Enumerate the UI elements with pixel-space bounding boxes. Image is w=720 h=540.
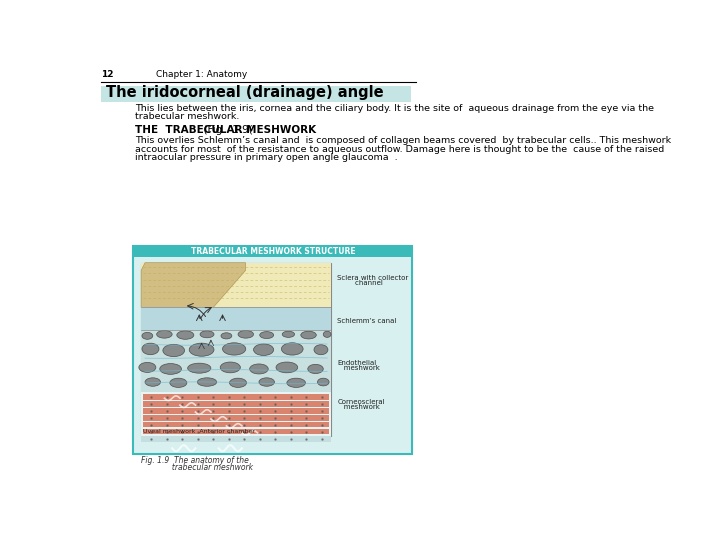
Bar xyxy=(133,246,413,256)
Ellipse shape xyxy=(307,364,323,374)
Text: Corneoscleral: Corneoscleral xyxy=(337,399,385,404)
Bar xyxy=(141,330,331,392)
Text: (Fig.  1.9(: (Fig. 1.9( xyxy=(197,125,253,134)
Bar xyxy=(141,436,331,442)
Bar xyxy=(143,415,329,421)
Text: Sclera with collector: Sclera with collector xyxy=(337,275,408,281)
Ellipse shape xyxy=(282,331,294,338)
Ellipse shape xyxy=(276,362,297,373)
Bar xyxy=(141,262,331,436)
Ellipse shape xyxy=(230,378,246,387)
Text: This lies between the iris, cornea and the ciliary body. It is the site of  aque: This lies between the iris, cornea and t… xyxy=(135,104,654,113)
Text: Chapter 1: Anatomy: Chapter 1: Anatomy xyxy=(156,70,247,79)
Bar xyxy=(143,436,329,441)
Ellipse shape xyxy=(200,331,214,338)
Bar xyxy=(133,246,413,454)
Bar xyxy=(101,86,411,102)
Ellipse shape xyxy=(160,363,181,374)
Text: The iridocorneal (drainage) angle: The iridocorneal (drainage) angle xyxy=(106,85,383,100)
Ellipse shape xyxy=(197,378,217,386)
Text: trabecular meshwork.: trabecular meshwork. xyxy=(135,112,239,122)
Ellipse shape xyxy=(250,364,269,374)
Bar xyxy=(143,429,329,434)
Text: meshwork: meshwork xyxy=(337,366,380,372)
Bar xyxy=(143,394,329,400)
Bar xyxy=(141,262,331,307)
Text: channel: channel xyxy=(337,280,383,286)
Ellipse shape xyxy=(220,362,240,373)
Ellipse shape xyxy=(323,331,331,338)
Ellipse shape xyxy=(287,378,305,387)
Text: THE  TRABECULAR MESHWORK: THE TRABECULAR MESHWORK xyxy=(135,125,316,134)
Bar xyxy=(143,422,329,428)
Text: TRABECULAR MESHWORK STRUCTURE: TRABECULAR MESHWORK STRUCTURE xyxy=(191,247,355,256)
Text: Endothelial: Endothelial xyxy=(337,360,377,366)
Bar xyxy=(141,307,331,330)
Ellipse shape xyxy=(222,343,246,355)
Text: intraocular pressure in primary open angle glaucoma  .: intraocular pressure in primary open ang… xyxy=(135,153,397,163)
Ellipse shape xyxy=(318,378,329,386)
Ellipse shape xyxy=(177,331,194,339)
Bar xyxy=(143,401,329,407)
Ellipse shape xyxy=(145,378,161,386)
Ellipse shape xyxy=(170,378,187,387)
Ellipse shape xyxy=(157,330,172,338)
Ellipse shape xyxy=(314,345,328,355)
Text: This overlies Schlemm’s canal and  is composed of collagen beams covered  by tra: This overlies Schlemm’s canal and is com… xyxy=(135,136,671,145)
Ellipse shape xyxy=(163,345,184,356)
Text: meshwork: meshwork xyxy=(337,404,380,410)
Text: Schlemm’s canal: Schlemm’s canal xyxy=(337,318,397,324)
Ellipse shape xyxy=(253,344,274,355)
Ellipse shape xyxy=(142,343,159,355)
Ellipse shape xyxy=(221,333,232,339)
Bar xyxy=(141,392,331,442)
Bar xyxy=(143,408,329,414)
Ellipse shape xyxy=(282,343,303,355)
Text: trabecular meshwork: trabecular meshwork xyxy=(141,463,253,472)
Text: accounts for most  of the resistance to aqueous outflow. Damage here is thought : accounts for most of the resistance to a… xyxy=(135,145,665,154)
Ellipse shape xyxy=(259,378,274,386)
Ellipse shape xyxy=(188,363,211,373)
Ellipse shape xyxy=(189,343,214,356)
Text: Uveal meshwork  Anterior chamber: Uveal meshwork Anterior chamber xyxy=(143,429,255,434)
Ellipse shape xyxy=(260,332,274,339)
Polygon shape xyxy=(141,262,246,307)
Text: Fig. 1.9  The anatomy of the: Fig. 1.9 The anatomy of the xyxy=(141,456,249,465)
Text: 12: 12 xyxy=(101,70,113,79)
Ellipse shape xyxy=(139,362,156,373)
Ellipse shape xyxy=(142,333,153,339)
Ellipse shape xyxy=(301,331,316,339)
Ellipse shape xyxy=(238,330,253,338)
